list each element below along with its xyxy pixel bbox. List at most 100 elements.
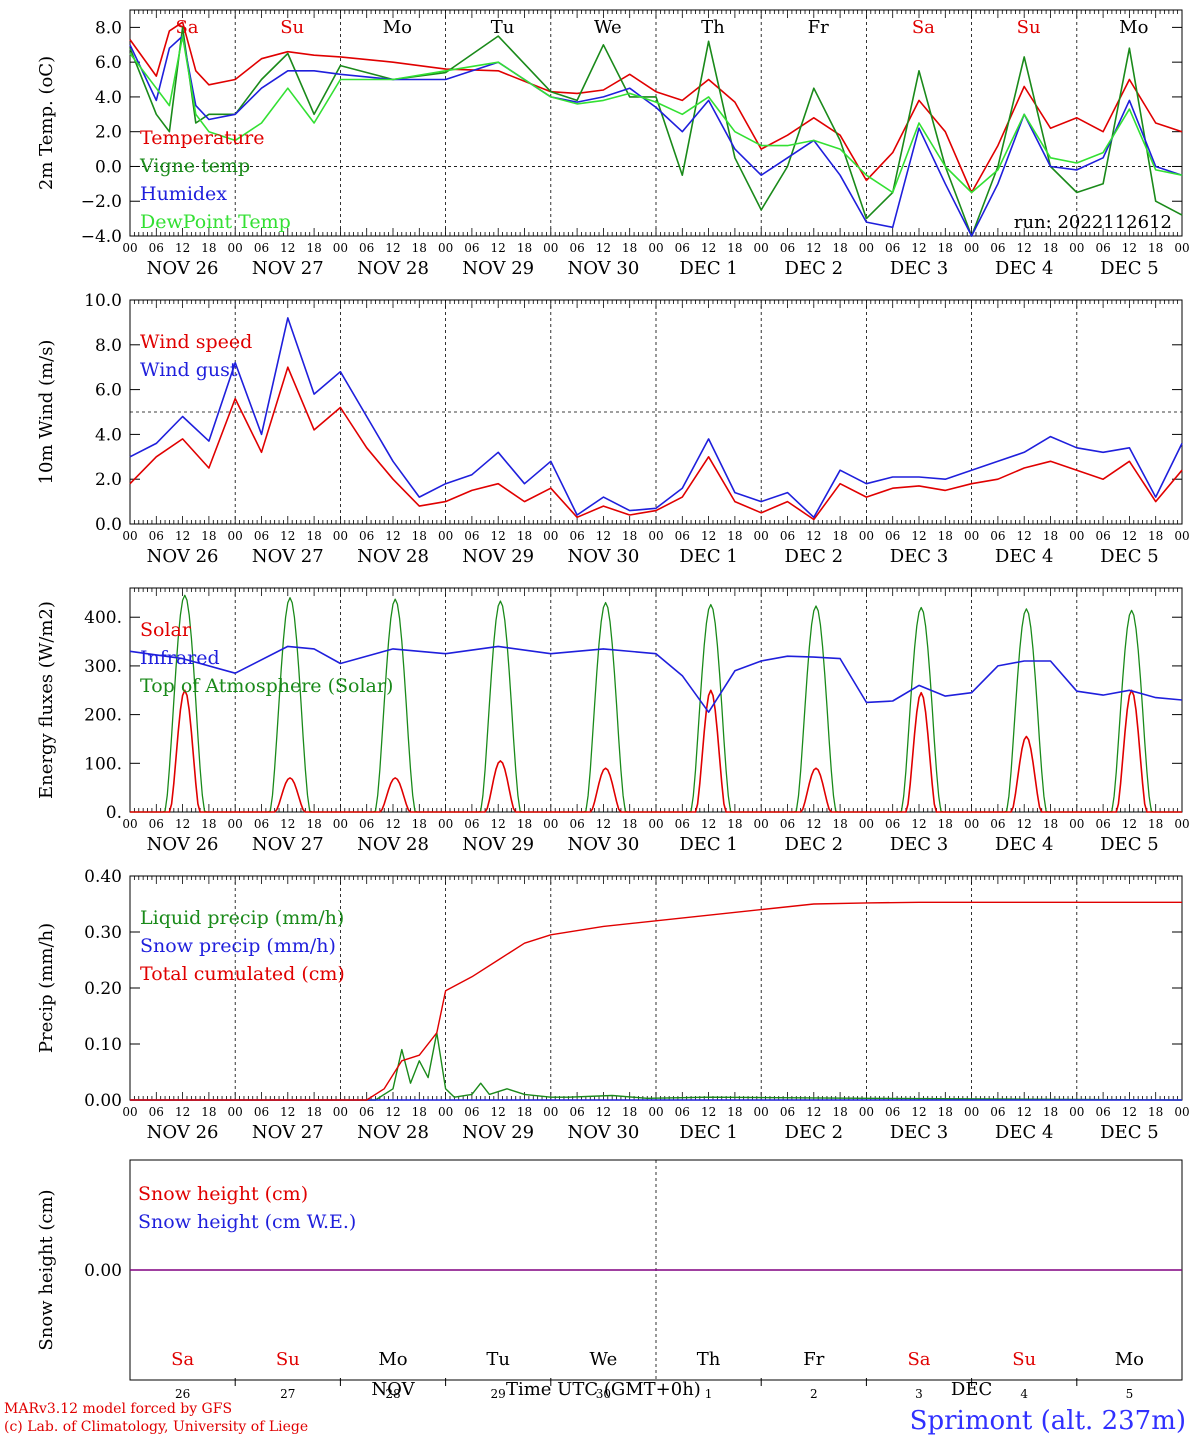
temp-hour-label: 18 xyxy=(622,241,637,255)
temp-legend-lightgreen: DewPoint Temp xyxy=(140,211,291,233)
flux-hour-label: 18 xyxy=(517,817,532,831)
precip-hour-label: 12 xyxy=(701,1105,716,1119)
temp-weekday-label: Sa xyxy=(175,17,198,38)
precip-legend-red: Total cumulated (cm) xyxy=(140,963,345,985)
wind-hour-label: 18 xyxy=(832,529,847,543)
temp-hour-label: 18 xyxy=(938,241,953,255)
temp-date-label: DEC 4 xyxy=(995,258,1054,279)
temp-hour-label: 00 xyxy=(859,241,874,255)
wind-hour-label: 06 xyxy=(464,529,479,543)
flux-ytick-label: 200. xyxy=(84,706,122,726)
footer-credit: (c) Lab. of Climatology, University of L… xyxy=(4,1419,309,1435)
wind-ytick-label: 6.0 xyxy=(95,381,122,401)
precip-legend-green: Liquid precip (mm/h) xyxy=(140,907,344,929)
flux-hour-label: 12 xyxy=(491,817,506,831)
precip-hour-label: 06 xyxy=(990,1105,1005,1119)
wind-hour-label: 00 xyxy=(1069,529,1084,543)
month-dec-label: DEC xyxy=(951,1379,992,1400)
wind-date-label: NOV 26 xyxy=(147,546,219,567)
temp-date-label: NOV 27 xyxy=(252,258,324,279)
snow-ytick-label: 0.00 xyxy=(84,1261,122,1281)
flux-hour-label: 18 xyxy=(306,817,321,831)
daynum-label: 26 xyxy=(175,1387,190,1400)
wind-hour-label: 00 xyxy=(1174,529,1189,543)
precip-hour-label: 06 xyxy=(464,1105,479,1119)
wind-date-label: DEC 2 xyxy=(785,546,844,567)
wind-ytick-label: 8.0 xyxy=(95,336,122,356)
wind-hour-label: 06 xyxy=(780,529,795,543)
snow-legend-blue: Snow height (cm W.E.) xyxy=(138,1211,356,1233)
temp-hour-label: 06 xyxy=(885,241,900,255)
temp-hour-label: 18 xyxy=(201,241,216,255)
wind-hour-label: 12 xyxy=(911,529,926,543)
precip-ytick-label: 0.30 xyxy=(84,923,122,943)
wind-date-label: NOV 27 xyxy=(252,546,324,567)
temp-hour-label: 12 xyxy=(491,241,506,255)
temp-hour-label: 06 xyxy=(464,241,479,255)
snow-weekday-label: Su xyxy=(276,1349,300,1370)
flux-hour-label: 12 xyxy=(175,817,190,831)
temp-hour-label: 06 xyxy=(990,241,1005,255)
precip-date-label: NOV 28 xyxy=(357,1122,429,1143)
flux-hour-label: 06 xyxy=(780,817,795,831)
flux-hour-label: 06 xyxy=(569,817,584,831)
precip-hour-label: 06 xyxy=(569,1105,584,1119)
temp-series-green xyxy=(129,26,1183,237)
precip-date-label: NOV 27 xyxy=(252,1122,324,1143)
snow-weekday-label: Su xyxy=(1012,1349,1036,1370)
precip-ytick-label: 0.20 xyxy=(84,979,122,999)
flux-hour-label: 18 xyxy=(201,817,216,831)
temp-hour-label: 06 xyxy=(780,241,795,255)
flux-hour-label: 00 xyxy=(1069,817,1084,831)
temp-date-label: DEC 1 xyxy=(679,258,738,279)
flux-hour-label: 18 xyxy=(412,817,427,831)
precip-ytick-label: 0.00 xyxy=(84,1091,122,1111)
wind-legend-red: Wind speed xyxy=(140,331,252,353)
temp-hour-label: 00 xyxy=(648,241,663,255)
precip-ytick-label: 0.40 xyxy=(84,867,122,887)
daynum-label: 28 xyxy=(385,1387,400,1400)
flux-hour-label: 00 xyxy=(122,817,137,831)
flux-hour-label: 12 xyxy=(280,817,295,831)
wind-hour-label: 06 xyxy=(990,529,1005,543)
wind-hour-label: 18 xyxy=(412,529,427,543)
wind-date-label: DEC 5 xyxy=(1100,546,1159,567)
temp-weekday-label: Su xyxy=(280,17,304,38)
wind-hour-label: 00 xyxy=(333,529,348,543)
meteogram: 00 06 12 18 00 06 12 18 00 06 12 18 00 06 12 18 00 06 12 18… xyxy=(36,9,1190,1400)
snow-ylabel: Snow height (cm) xyxy=(36,1189,57,1350)
flux-hour-label: 12 xyxy=(596,817,611,831)
flux-hour-label: 18 xyxy=(832,817,847,831)
precip-hour-label: 06 xyxy=(885,1105,900,1119)
wind-hour-label: 00 xyxy=(648,529,663,543)
temp-legend-green: Vigne temp xyxy=(139,155,250,177)
temp-hour-label: 00 xyxy=(1174,241,1189,255)
temp-hour-label: 18 xyxy=(727,241,742,255)
wind-hour-label: 00 xyxy=(754,529,769,543)
precip-hour-label: 06 xyxy=(254,1105,269,1119)
wind-hour-label: 06 xyxy=(1095,529,1110,543)
precip-hour-label: 18 xyxy=(1148,1105,1163,1119)
flux-date-label: DEC 2 xyxy=(785,834,844,855)
wind-ytick-label: 2.0 xyxy=(95,470,122,490)
flux-date-label: NOV 28 xyxy=(357,834,429,855)
temp-hour-label: 00 xyxy=(333,241,348,255)
flux-hour-label: 00 xyxy=(438,817,453,831)
wind-hour-label: 12 xyxy=(1122,529,1137,543)
flux-hour-label: 18 xyxy=(622,817,637,831)
flux-hour-label: 18 xyxy=(938,817,953,831)
daynum-label: 1 xyxy=(705,1387,713,1400)
temp-weekday-label: Mo xyxy=(383,17,412,38)
snow-weekday-label: Fr xyxy=(803,1349,824,1370)
temp-weekday-label: We xyxy=(594,17,622,38)
location-title: Sprimont (alt. 237m) xyxy=(909,1406,1186,1436)
temp-ytick-label: 0.0 xyxy=(95,157,122,177)
temp-weekday-label: Fr xyxy=(808,17,829,38)
flux-ytick-label: 0. xyxy=(106,803,122,823)
precip-hour-label: 18 xyxy=(622,1105,637,1119)
daynum-label: 3 xyxy=(915,1387,923,1400)
precip-ytick-label: 0.10 xyxy=(84,1035,122,1055)
flux-hour-label: 06 xyxy=(885,817,900,831)
flux-legend-blue: Infrared xyxy=(140,647,220,669)
wind-ylabel: 10m Wind (m/s) xyxy=(36,340,57,485)
